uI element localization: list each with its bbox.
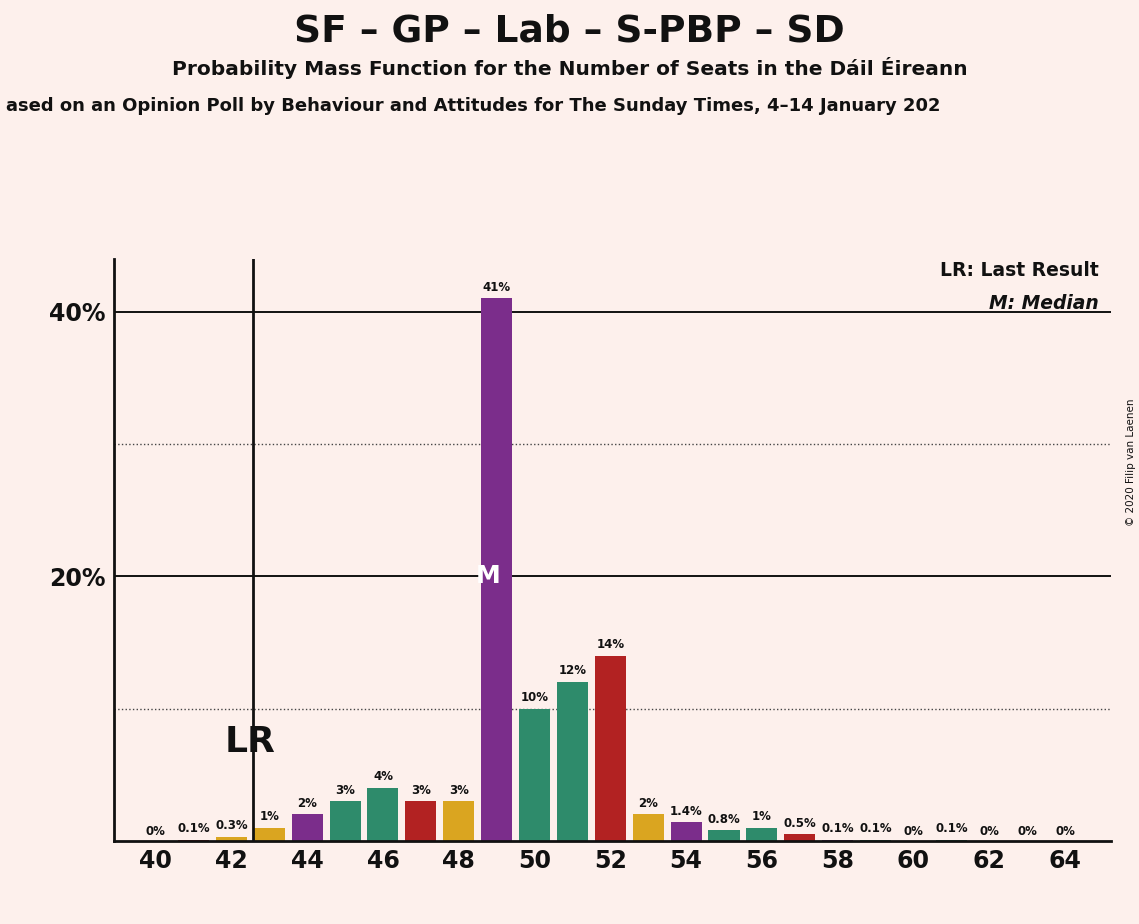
Text: 4%: 4%: [372, 771, 393, 784]
Text: LR: LR: [224, 724, 276, 759]
Text: Probability Mass Function for the Number of Seats in the Dáil Éireann: Probability Mass Function for the Number…: [172, 57, 967, 79]
Text: 2%: 2%: [638, 796, 658, 809]
Text: 0%: 0%: [146, 825, 165, 838]
Text: 0.1%: 0.1%: [859, 821, 892, 835]
Text: 1.4%: 1.4%: [670, 805, 703, 818]
Bar: [708, 831, 739, 841]
Text: 41%: 41%: [483, 281, 510, 294]
Bar: [595, 656, 625, 841]
Bar: [860, 840, 891, 841]
Text: 1%: 1%: [260, 810, 279, 823]
Text: 0.1%: 0.1%: [178, 821, 210, 835]
Text: 14%: 14%: [596, 638, 624, 651]
Text: 12%: 12%: [558, 664, 587, 677]
Bar: [519, 709, 550, 841]
Bar: [632, 814, 664, 841]
Bar: [785, 834, 816, 841]
Text: M: M: [476, 565, 501, 589]
Text: M: Median: M: Median: [990, 295, 1099, 313]
Bar: [443, 801, 474, 841]
Bar: [292, 814, 322, 841]
Text: 0%: 0%: [1017, 825, 1038, 838]
Text: 0.1%: 0.1%: [935, 821, 968, 835]
Text: 0.3%: 0.3%: [215, 820, 247, 833]
Bar: [671, 822, 702, 841]
Text: 3%: 3%: [449, 784, 468, 796]
Bar: [557, 682, 588, 841]
Bar: [368, 788, 399, 841]
Bar: [936, 840, 967, 841]
Bar: [178, 840, 210, 841]
Text: 0.5%: 0.5%: [784, 817, 817, 830]
Bar: [329, 801, 361, 841]
Text: 0%: 0%: [1055, 825, 1075, 838]
Bar: [254, 828, 285, 841]
Text: SF – GP – Lab – S-PBP – SD: SF – GP – Lab – S-PBP – SD: [294, 14, 845, 50]
Text: 2%: 2%: [297, 796, 317, 809]
Text: 0%: 0%: [980, 825, 999, 838]
Text: 3%: 3%: [335, 784, 355, 796]
Text: 3%: 3%: [411, 784, 431, 796]
Bar: [215, 837, 247, 841]
Bar: [481, 298, 513, 841]
Text: 0%: 0%: [903, 825, 924, 838]
Text: © 2020 Filip van Laenen: © 2020 Filip van Laenen: [1125, 398, 1136, 526]
Text: 0.1%: 0.1%: [821, 821, 854, 835]
Text: 0.8%: 0.8%: [707, 812, 740, 826]
Text: 1%: 1%: [752, 810, 772, 823]
Text: 10%: 10%: [521, 691, 549, 704]
Text: LR: Last Result: LR: Last Result: [941, 261, 1099, 280]
Bar: [405, 801, 436, 841]
Text: ased on an Opinion Poll by Behaviour and Attitudes for The Sunday Times, 4–14 Ja: ased on an Opinion Poll by Behaviour and…: [6, 97, 940, 115]
Bar: [822, 840, 853, 841]
Bar: [746, 828, 778, 841]
